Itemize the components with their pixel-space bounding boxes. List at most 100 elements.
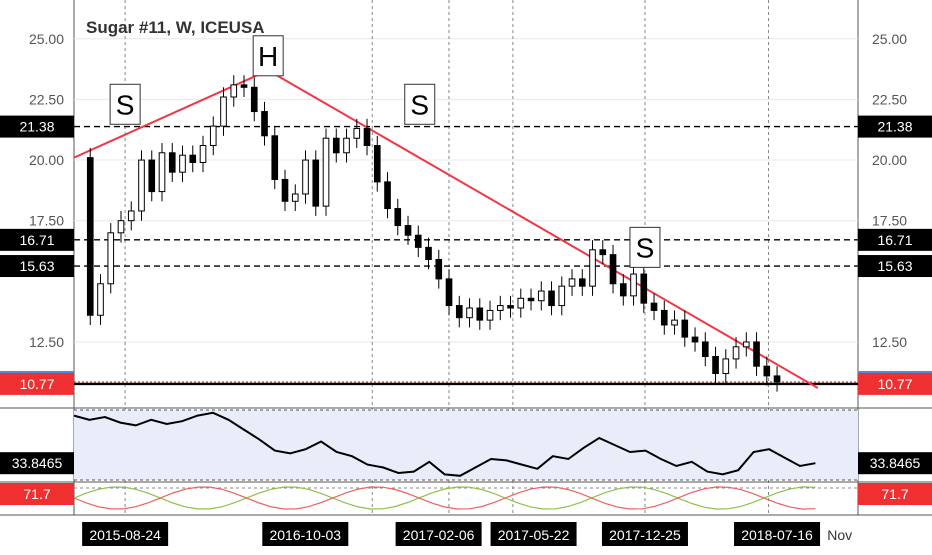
candle-body xyxy=(763,365,771,377)
candle-body xyxy=(640,273,648,304)
pattern-label: H xyxy=(258,41,278,72)
candle-body xyxy=(671,319,678,326)
x-tick-label: 2015-08-24 xyxy=(89,527,161,543)
candle-body xyxy=(281,178,289,202)
candle-body xyxy=(107,232,115,285)
candle-body xyxy=(261,111,268,137)
dmi-label-left: 71.7 xyxy=(23,486,50,502)
candle-body xyxy=(712,355,719,374)
candle-body xyxy=(466,307,473,319)
candle-body xyxy=(220,96,227,127)
level-badge-right xyxy=(858,228,932,251)
y-tick-label-right: 25.00 xyxy=(872,31,907,47)
oscillator-badge-left xyxy=(0,452,74,475)
level-label-right: 10.77 xyxy=(877,376,912,392)
candle-body xyxy=(599,249,607,256)
level-label-right: 16.71 xyxy=(877,232,912,248)
candle-body xyxy=(619,283,627,297)
x-tick-badge xyxy=(601,522,688,546)
y-tick-label-left: 25.00 xyxy=(29,31,64,47)
dmi-pane: 71.7 71.7 xyxy=(0,481,932,510)
candle-body xyxy=(691,336,699,343)
candle-body xyxy=(209,125,217,147)
candle-body xyxy=(527,297,535,302)
candle-body xyxy=(240,84,248,88)
candle-body xyxy=(568,278,576,287)
dmi-badge-left xyxy=(0,483,74,505)
candle-body xyxy=(589,249,596,287)
y-tick-label-right: 22.50 xyxy=(872,91,907,107)
level-badge-left xyxy=(0,372,74,395)
level-label-left: 15.63 xyxy=(19,258,54,274)
candle-body xyxy=(507,305,514,309)
candle-body xyxy=(250,86,258,113)
candle-body xyxy=(199,145,207,163)
x-tick-badge xyxy=(734,522,821,546)
chart-title: Sugar #11, W, ICEUSA xyxy=(86,18,265,37)
level-badge-right xyxy=(858,372,932,395)
candle-body xyxy=(97,283,104,316)
x-tick-label: 2017-12-25 xyxy=(609,527,681,543)
oscillator-label-left: 33.8465 xyxy=(12,455,63,471)
oscillator-badge-right xyxy=(858,452,932,475)
candle-body xyxy=(773,375,781,383)
x-tick-label: 2016-10-03 xyxy=(269,527,341,543)
x-tick-label: 2017-02-06 xyxy=(403,527,475,543)
candle-body xyxy=(117,220,125,234)
dmi-minus-line xyxy=(73,486,816,510)
candle-body xyxy=(404,225,412,236)
candle-body xyxy=(271,135,279,180)
dmi-label-right: 71.7 xyxy=(881,486,908,502)
level-label-left: 16.71 xyxy=(19,232,54,248)
x-tick-badge xyxy=(262,522,349,546)
candle-body xyxy=(753,341,760,367)
candle-body xyxy=(373,145,381,183)
candle-body xyxy=(517,297,525,309)
right-price-axis: 25.00 22.50 20.00 17.50 12.50 xyxy=(872,31,907,350)
candle-body xyxy=(322,137,330,207)
candle-body xyxy=(230,84,238,98)
trendline xyxy=(267,69,819,389)
candle-body xyxy=(414,234,422,248)
level-lines: 21.3821.3816.7116.7115.6315.6310.8510.85… xyxy=(0,115,932,395)
candle-body xyxy=(435,258,443,280)
candle-body xyxy=(343,137,350,154)
candle-body xyxy=(537,290,545,302)
candle-body xyxy=(302,159,309,195)
level-label-left: 10.77 xyxy=(19,376,54,392)
pattern-labels: S H S S xyxy=(109,35,661,268)
level-label-right: 21.38 xyxy=(877,119,912,135)
candle-body xyxy=(681,319,689,338)
x-tick-badge xyxy=(395,522,482,546)
x-tick-label: Nov xyxy=(827,527,852,543)
candle-body xyxy=(86,157,94,316)
candle-body xyxy=(630,273,637,297)
x-tick-badge xyxy=(490,522,577,546)
left-price-axis: 25.00 22.50 20.00 17.50 12.50 xyxy=(29,31,64,350)
candle-body xyxy=(384,181,391,210)
candle-body xyxy=(476,307,484,321)
candle-body xyxy=(312,159,320,207)
candle-body xyxy=(742,341,750,348)
pattern-box xyxy=(629,226,661,268)
oscillator-label-right: 33.8465 xyxy=(870,455,921,471)
candle-body xyxy=(732,346,740,360)
candle-body xyxy=(609,254,617,285)
pattern-box xyxy=(252,35,284,77)
candle-body xyxy=(127,210,135,222)
candlesticks xyxy=(86,75,781,392)
x-tick-badge xyxy=(82,522,169,546)
y-tick-label-left: 12.50 xyxy=(29,334,64,350)
x-tick-label: 2018-07-16 xyxy=(741,527,813,543)
level-label-left: 21.38 xyxy=(19,119,54,135)
y-tick-label-right: 20.00 xyxy=(872,152,907,168)
candle-body xyxy=(291,193,299,202)
candle-body xyxy=(578,278,586,287)
oscillator-bg xyxy=(74,410,858,480)
level-badge-left xyxy=(0,255,74,278)
candle-body xyxy=(363,128,371,147)
dmi-plus-line xyxy=(73,486,816,510)
pattern-box xyxy=(109,83,141,125)
